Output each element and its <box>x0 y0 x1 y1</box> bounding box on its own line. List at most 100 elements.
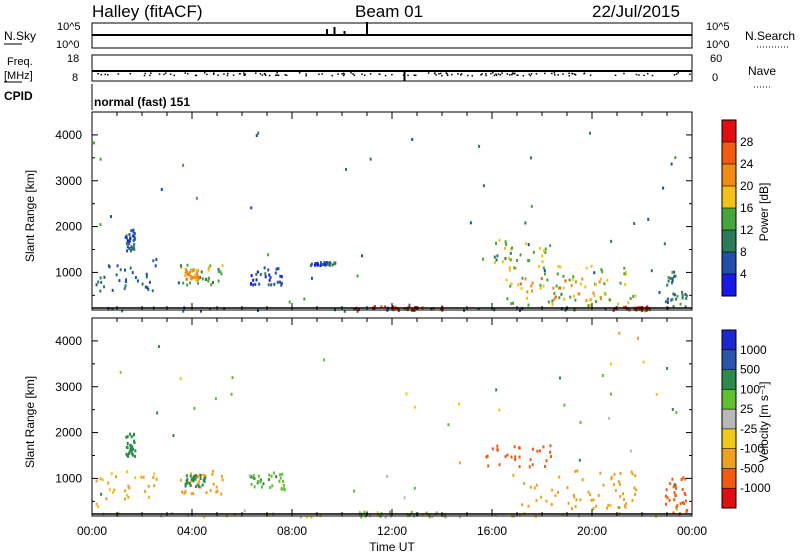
radar-cell <box>673 483 676 487</box>
nave-dot <box>446 72 448 75</box>
radar-cell <box>267 478 270 482</box>
radar-cell <box>564 279 567 283</box>
radar-cell <box>268 473 271 477</box>
colorbar-segment <box>722 274 736 296</box>
radar-cell <box>185 273 188 277</box>
radar-cell <box>180 264 183 268</box>
radar-cell <box>333 262 336 266</box>
radar-cell <box>534 515 537 519</box>
radar-cell <box>544 247 547 251</box>
radar-cell <box>151 289 154 293</box>
nave-dot <box>457 73 459 75</box>
radar-cell <box>252 283 255 287</box>
nave-dot <box>441 74 443 77</box>
radar-cell <box>129 447 132 451</box>
radar-cell <box>602 483 605 487</box>
colorbar-segment <box>722 330 736 350</box>
radar-cell <box>593 294 596 298</box>
radar-cell <box>447 423 450 427</box>
radar-cell <box>97 280 100 284</box>
radar-cell <box>278 479 281 483</box>
radar-cell <box>608 416 611 420</box>
radar-cell <box>674 493 677 497</box>
radar-cell <box>189 274 192 278</box>
radar-cell <box>110 215 113 219</box>
radar-cell <box>617 480 620 484</box>
nave-dot <box>557 74 559 76</box>
radar-cell <box>529 156 532 160</box>
radar-cell <box>282 484 285 488</box>
radar-cell <box>619 471 622 475</box>
radar-cell <box>599 295 602 299</box>
radar-cell <box>190 477 193 481</box>
colorbar-segment <box>722 230 736 252</box>
colorbar-tick-label: 500 <box>740 363 760 377</box>
nave-dot <box>391 73 393 76</box>
x-tick-labels: 00:00 04:00 08:00 12:00 16:00 20:00 00:00 <box>77 524 707 538</box>
colorbar-tick-label: 28 <box>740 135 754 149</box>
radar-cell <box>600 277 603 281</box>
radar-cell <box>530 204 533 208</box>
colorbar-segment <box>722 488 736 508</box>
radar-cell <box>141 282 144 286</box>
radar-cell <box>353 489 356 493</box>
radar-cell <box>131 452 134 456</box>
radar-cell <box>95 283 98 287</box>
colorbar-segment <box>722 142 736 164</box>
radar-cell <box>288 300 291 304</box>
radar-cell <box>496 254 499 258</box>
nave-dot <box>459 74 462 76</box>
radar-cell <box>147 287 150 291</box>
radar-cell <box>221 478 224 482</box>
radar-cell <box>680 478 683 482</box>
radar-cell <box>618 482 621 486</box>
radar-cell <box>569 295 572 299</box>
radar-cell <box>590 498 593 502</box>
radar-cell <box>585 266 588 270</box>
radar-cell <box>136 279 139 283</box>
radar-cell <box>549 454 552 458</box>
radar-cell <box>331 263 334 267</box>
colorbar-segment <box>722 389 736 410</box>
radar-cell <box>152 259 155 263</box>
radar-cell <box>641 309 644 313</box>
radar-cell <box>127 454 130 458</box>
radar-cell <box>128 239 131 243</box>
radar-cell <box>558 376 561 380</box>
radar-cell <box>529 485 532 489</box>
nave-dot <box>490 72 492 75</box>
nave-dot <box>149 74 151 77</box>
radar-cell <box>249 282 252 286</box>
radar-cell <box>194 477 197 481</box>
radar-cell <box>595 300 598 304</box>
radar-cell <box>666 366 669 370</box>
y-tick-label: 4000 <box>55 128 82 142</box>
nave-dot <box>276 72 278 74</box>
radar-cell <box>123 268 126 272</box>
radar-cell <box>192 477 195 481</box>
radar-cell <box>579 420 582 424</box>
radar-cell <box>524 242 527 246</box>
radar-cell <box>253 485 256 489</box>
radar-cell <box>669 276 672 280</box>
nave-dot <box>305 73 307 75</box>
nave-dot <box>485 74 487 77</box>
radar-cell <box>576 469 579 473</box>
nave-dot <box>277 74 280 77</box>
radar-cell <box>668 498 671 502</box>
radar-cell <box>524 221 527 225</box>
radar-cell <box>633 486 636 490</box>
radar-cell <box>673 275 676 279</box>
radar-cell <box>196 475 199 479</box>
radar-cell <box>525 296 528 300</box>
radar-cell <box>230 392 233 396</box>
radar-cell <box>193 406 196 410</box>
radar-cell <box>610 239 613 243</box>
nave-dot <box>574 74 577 76</box>
nave-dot <box>529 74 532 77</box>
radar-cell <box>207 268 210 272</box>
radar-cell <box>672 485 675 489</box>
radar-cell <box>612 483 615 487</box>
radar-cell <box>559 265 562 269</box>
